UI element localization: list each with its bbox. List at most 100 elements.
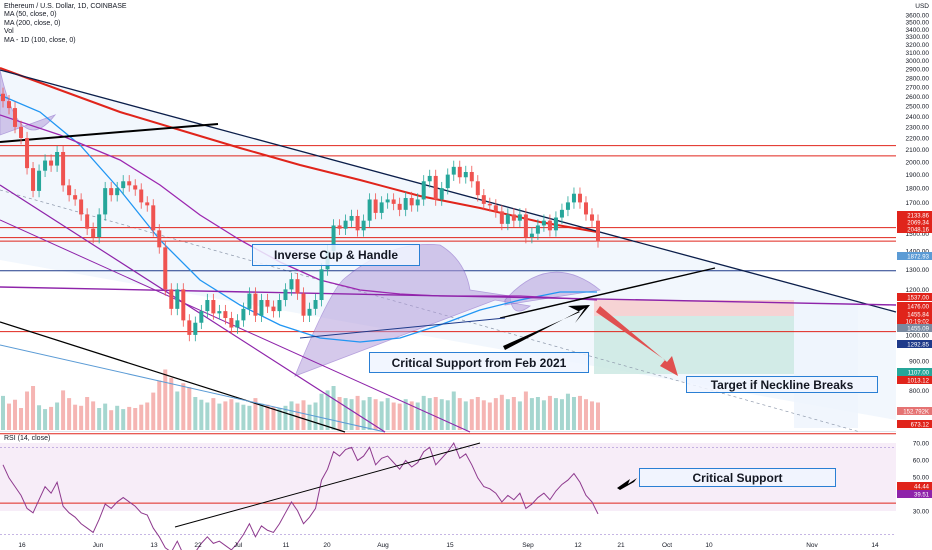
candle-body xyxy=(547,220,552,231)
volume-bar xyxy=(493,398,498,430)
time-tick-label: 21 xyxy=(617,542,625,549)
ma50-line xyxy=(0,94,597,343)
rsi-line xyxy=(2,441,599,550)
volume-bar xyxy=(187,387,192,430)
candle-body xyxy=(409,198,414,206)
candle-body xyxy=(217,311,222,314)
legend-ma200[interactable]: MA (200, close, 0) xyxy=(4,19,61,27)
candle-body xyxy=(301,293,306,316)
rsi-tick-label: 60.00 xyxy=(913,458,930,465)
candle-body xyxy=(439,188,444,200)
volume-bar xyxy=(469,399,474,430)
price-level-tag xyxy=(897,302,932,310)
price-axis[interactable]: 3600.003500.003400.003300.003200.003100.… xyxy=(897,3,932,516)
rsi-arrow xyxy=(617,478,637,490)
candle-body xyxy=(241,308,246,321)
volume-bar xyxy=(421,395,426,430)
price-level-label: 1013.12 xyxy=(907,379,929,385)
time-axis[interactable]: 16 Jun 13 22 Jul 11 20 Aug 15 Sep 12 21 Oct 10 Nov 14 xyxy=(18,542,879,549)
price-tick-label: 1700.00 xyxy=(906,200,930,207)
candle-body xyxy=(49,160,54,166)
volume-bar xyxy=(259,403,264,430)
time-tick-label: 15 xyxy=(446,542,454,549)
symbol-title[interactable]: Ethereum / U.S. Dollar, 1D, COINBASE xyxy=(4,3,127,10)
candle-body xyxy=(577,193,582,203)
price-level-tag xyxy=(897,252,932,260)
price-tick-label: 1300.00 xyxy=(906,267,930,274)
candle-body xyxy=(211,300,216,314)
rsi-pane[interactable] xyxy=(0,441,896,550)
price-level-label: 673.12 xyxy=(911,423,930,429)
neckline-target-label: Target if Neckline Breaks xyxy=(686,376,878,393)
volume-bar xyxy=(19,408,24,430)
candle-body xyxy=(499,211,504,224)
volume-bar xyxy=(253,398,258,430)
candle-body xyxy=(571,193,576,203)
volume-bar xyxy=(505,399,510,430)
candle-body xyxy=(343,220,348,229)
volume-bar xyxy=(409,401,414,430)
candle-body xyxy=(259,300,264,316)
candle-body xyxy=(493,205,498,212)
candle-body xyxy=(199,311,204,323)
legend-ma50[interactable]: MA (50, close, 0) xyxy=(4,11,57,19)
candle-body xyxy=(205,300,210,312)
candle-body xyxy=(85,214,90,229)
volume-bar xyxy=(589,401,594,430)
volume-bar xyxy=(559,399,564,430)
support-arrow xyxy=(503,305,590,350)
volume-bar xyxy=(319,393,324,430)
candle-body xyxy=(133,185,138,190)
volume-bar xyxy=(349,399,354,430)
price-pane[interactable] xyxy=(0,67,897,435)
candle-body xyxy=(13,108,18,127)
volume-bar xyxy=(475,397,480,430)
candle-body xyxy=(427,175,432,182)
candle-body xyxy=(253,293,258,316)
candle-body xyxy=(61,152,66,186)
rsi-value-label: 44.44 xyxy=(914,485,930,491)
price-level-tag xyxy=(897,211,932,219)
volume-bar xyxy=(241,404,246,430)
candle-body xyxy=(265,300,270,307)
candle-body xyxy=(283,289,288,301)
volume-bar xyxy=(67,398,72,430)
candle-body xyxy=(397,203,402,210)
candle-body xyxy=(475,181,480,196)
candle-body xyxy=(97,214,102,238)
candle-body xyxy=(367,199,372,221)
price-level-tag xyxy=(897,340,932,348)
candle-body xyxy=(511,214,516,221)
neckline xyxy=(0,286,897,306)
volume-bar xyxy=(499,394,504,430)
legend-vol[interactable]: Vol xyxy=(4,28,14,36)
volume-bar xyxy=(181,383,186,430)
candle-body xyxy=(391,199,396,204)
candle-body xyxy=(121,181,126,189)
volume-bar xyxy=(13,399,18,430)
volume-bar xyxy=(583,399,588,430)
candle-body xyxy=(127,181,132,186)
candle-body xyxy=(373,199,378,213)
price-tick-label: 2300.00 xyxy=(906,124,930,131)
rsi-tick-label: 50.00 xyxy=(913,475,930,482)
rsi-title[interactable]: RSI (14, close) xyxy=(4,435,51,442)
time-tick-label: Sep xyxy=(522,542,534,549)
candle-body xyxy=(481,195,486,204)
volume-bar xyxy=(163,369,168,430)
candle-body xyxy=(457,166,462,178)
price-level-label: 152.792K xyxy=(903,410,929,416)
time-tick-label: 16 xyxy=(18,542,26,549)
legend-ma100[interactable]: MA - 1D (100, close, 0) xyxy=(4,36,76,44)
volume-bar xyxy=(547,395,552,430)
volume-bar xyxy=(217,403,222,430)
volume-bar xyxy=(451,391,456,430)
critical-support-feb-label: Critical Support from Feb 2021 xyxy=(369,352,589,373)
price-tick-label: 2100.00 xyxy=(906,147,930,154)
price-level-label: 10:19:02 xyxy=(906,320,930,326)
time-tick-label: 20 xyxy=(323,542,331,549)
price-level-tag xyxy=(897,324,932,332)
volume-bar xyxy=(337,397,342,430)
candle-body xyxy=(271,306,276,312)
